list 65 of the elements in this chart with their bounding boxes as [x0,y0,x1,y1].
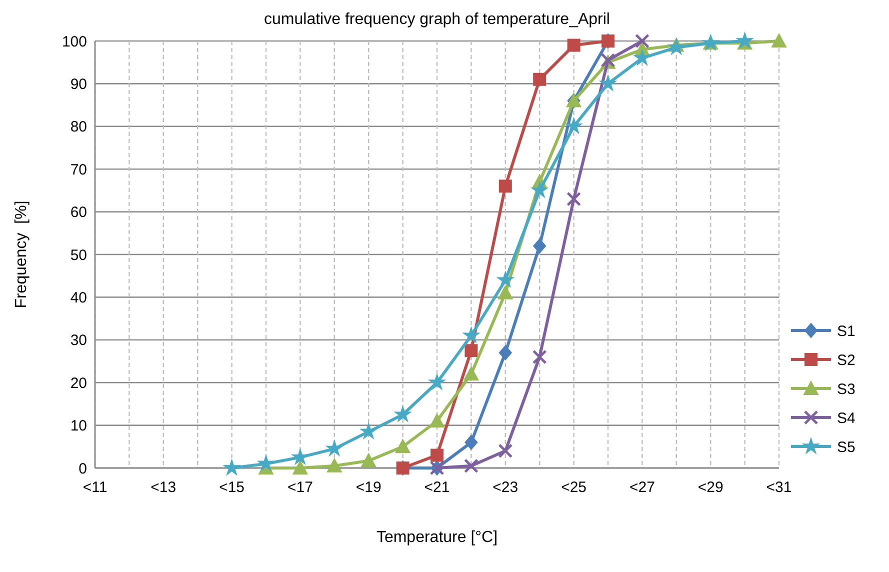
point [428,374,446,390]
y-tick-label: 60 [70,204,87,222]
y-tick-label: 30 [70,332,87,350]
point [634,34,650,48]
point [498,345,512,360]
y-tick-label: 10 [70,418,87,435]
point [360,423,377,439]
point [394,406,411,422]
point [498,180,512,193]
point [668,38,685,54]
x-tick-label: <15 [219,479,245,496]
point [567,38,580,52]
y-tick-label: 50 [70,246,87,264]
x-tick-label: <11 [82,479,108,496]
point [736,32,753,48]
point [463,327,480,343]
x-tick-label: <25 [561,479,587,496]
point [566,118,582,134]
x-tick-label: <19 [356,479,382,496]
point [498,285,513,300]
y-axis-title: Frequency [%] [13,200,30,308]
point [772,34,786,48]
y-tick-label: 80 [70,118,87,136]
point [224,460,240,475]
point [498,444,513,458]
y-tick-label: 70 [70,161,87,178]
x-tick-label: <17 [287,479,313,496]
point [430,414,444,428]
point [600,75,616,91]
point [326,440,343,456]
point [258,455,274,471]
chart-title: cumulative frequency graph of temperature_April [264,11,610,28]
y-tick-label: 100 [62,33,87,50]
x-axis-title: Temperature [°C] [376,529,498,546]
point [533,238,546,254]
point [531,182,548,198]
point [292,460,308,474]
x-tick-label: <27 [629,479,655,496]
legend-label: S3 [837,380,856,398]
point [464,344,478,358]
x-tick-label: <29 [698,479,724,496]
point [533,72,546,86]
point [566,192,582,206]
point [395,439,410,454]
point [464,366,479,381]
y-tick-label: 40 [70,289,87,306]
legend-label: S1 [837,322,856,340]
y-tick-label: 20 [70,374,87,392]
point [497,272,514,288]
point [430,448,444,462]
x-tick-label: <23 [492,479,518,496]
point [292,448,308,464]
x-tick-label: <31 [766,479,792,496]
point [532,350,547,364]
legend-label: S5 [837,438,856,456]
x-tick-label: <21 [424,479,450,496]
point [464,458,478,474]
x-tick-label: <13 [150,479,176,496]
legend-label: S4 [837,410,856,427]
point [361,453,376,468]
legend-label: S2 [837,352,856,369]
point [326,458,342,472]
point [464,434,478,450]
y-tick-label: 0 [78,460,87,478]
y-tick-label: 90 [70,76,87,93]
